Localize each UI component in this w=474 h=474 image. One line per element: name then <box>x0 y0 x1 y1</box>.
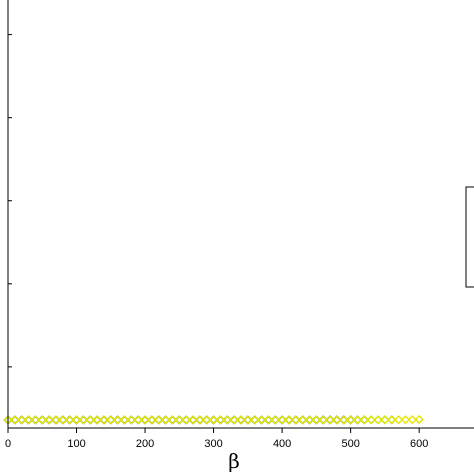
data-point <box>195 415 205 425</box>
data-point <box>126 415 136 425</box>
data-point <box>373 415 383 425</box>
data-point <box>243 415 253 425</box>
data-point <box>113 415 123 425</box>
data-point <box>167 415 178 425</box>
series-layer <box>3 414 424 425</box>
data-point <box>229 415 239 425</box>
data-point <box>78 415 88 425</box>
data-point <box>277 415 287 425</box>
data-point <box>85 415 95 425</box>
plot-area <box>8 0 474 428</box>
data-point <box>332 415 342 425</box>
data-point <box>236 415 246 425</box>
data-point <box>161 415 171 425</box>
x-tick-label: 100 <box>67 438 85 450</box>
data-point <box>174 415 184 425</box>
data-point <box>208 415 219 425</box>
x-tick-label: 300 <box>204 438 222 450</box>
data-point <box>394 415 404 425</box>
data-point <box>256 415 267 425</box>
data-point <box>215 415 226 425</box>
x-axis-ticks: 0 100 200 300 400 500 600 <box>5 428 428 450</box>
data-point <box>37 415 47 425</box>
data-point <box>140 415 150 425</box>
data-point <box>339 415 349 425</box>
data-point <box>181 415 191 425</box>
x-tick-label: 600 <box>410 438 428 450</box>
data-point <box>71 415 82 425</box>
data-point <box>154 415 164 425</box>
data-point <box>92 415 102 425</box>
data-point <box>30 415 41 425</box>
data-point <box>298 415 308 425</box>
data-point <box>99 415 109 425</box>
y-axis-ticks <box>8 34 12 368</box>
data-point <box>270 415 280 425</box>
data-point <box>284 415 294 425</box>
data-point <box>106 415 116 425</box>
data-point <box>359 415 369 425</box>
data-point <box>263 415 274 425</box>
legend-box <box>465 186 474 288</box>
data-point <box>318 415 328 425</box>
data-point <box>311 415 321 425</box>
data-point <box>346 415 356 425</box>
data-point <box>202 415 212 425</box>
data-point <box>147 415 157 425</box>
data-point <box>380 415 390 425</box>
data-point <box>23 415 34 425</box>
data-point <box>291 415 301 425</box>
data-point <box>407 415 417 425</box>
data-point <box>44 415 54 425</box>
x-tick-label: 500 <box>341 438 359 450</box>
data-point <box>325 415 335 425</box>
x-tick-label: 200 <box>136 438 154 450</box>
data-point <box>17 415 27 425</box>
data-point <box>304 415 315 425</box>
series-4 <box>3 414 424 425</box>
data-point <box>400 415 411 425</box>
data-point <box>366 415 376 425</box>
data-point <box>65 415 75 425</box>
data-point <box>188 415 198 425</box>
data-point <box>119 415 130 425</box>
x-axis-title: β <box>228 449 240 473</box>
data-point <box>51 415 61 425</box>
data-point <box>10 415 20 425</box>
data-point <box>414 414 424 425</box>
x-tick-label: 0 <box>5 438 11 450</box>
data-point <box>352 415 363 425</box>
data-point <box>222 415 232 425</box>
data-point <box>387 415 397 425</box>
data-point <box>133 415 143 425</box>
data-point <box>250 415 260 425</box>
data-point <box>58 415 68 425</box>
x-tick-label: 400 <box>273 438 291 450</box>
